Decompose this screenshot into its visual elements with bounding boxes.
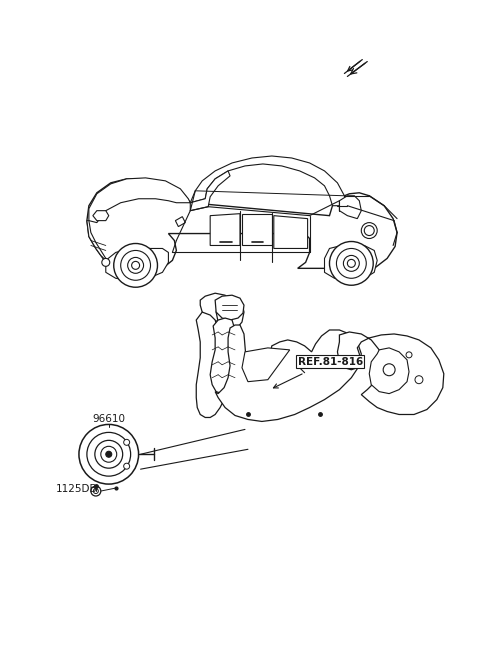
Polygon shape xyxy=(190,156,348,206)
Circle shape xyxy=(106,451,112,457)
Circle shape xyxy=(95,440,123,468)
Circle shape xyxy=(91,486,101,496)
Circle shape xyxy=(343,255,360,271)
Polygon shape xyxy=(190,171,230,211)
Polygon shape xyxy=(369,348,409,394)
Polygon shape xyxy=(210,214,240,246)
Circle shape xyxy=(348,259,355,267)
Circle shape xyxy=(336,248,366,278)
Circle shape xyxy=(329,242,373,285)
Text: 96610: 96610 xyxy=(92,415,125,424)
Polygon shape xyxy=(274,215,308,248)
Polygon shape xyxy=(216,298,244,330)
Polygon shape xyxy=(242,214,272,246)
Circle shape xyxy=(128,257,144,273)
Text: 1125DB: 1125DB xyxy=(56,484,98,494)
Circle shape xyxy=(101,446,117,462)
Circle shape xyxy=(132,261,140,269)
Polygon shape xyxy=(89,178,190,223)
Polygon shape xyxy=(215,295,244,320)
Circle shape xyxy=(124,463,130,469)
Circle shape xyxy=(79,424,139,484)
Circle shape xyxy=(406,352,412,358)
Polygon shape xyxy=(87,221,106,261)
Circle shape xyxy=(124,440,130,445)
Polygon shape xyxy=(242,348,290,382)
Circle shape xyxy=(120,250,151,280)
Polygon shape xyxy=(200,293,232,321)
Circle shape xyxy=(93,489,98,493)
Circle shape xyxy=(87,432,131,476)
Circle shape xyxy=(364,225,374,236)
Polygon shape xyxy=(175,217,185,227)
Polygon shape xyxy=(337,332,444,415)
Polygon shape xyxy=(339,196,361,219)
Text: REF.81-816: REF.81-816 xyxy=(298,357,363,367)
Circle shape xyxy=(361,223,377,238)
Circle shape xyxy=(415,376,423,384)
Polygon shape xyxy=(324,244,377,280)
Polygon shape xyxy=(196,312,228,417)
Polygon shape xyxy=(106,248,168,280)
Circle shape xyxy=(102,259,110,267)
Circle shape xyxy=(114,244,157,288)
Circle shape xyxy=(383,364,395,376)
Polygon shape xyxy=(87,179,397,272)
Polygon shape xyxy=(215,325,361,421)
Polygon shape xyxy=(210,318,238,394)
Polygon shape xyxy=(93,211,109,221)
